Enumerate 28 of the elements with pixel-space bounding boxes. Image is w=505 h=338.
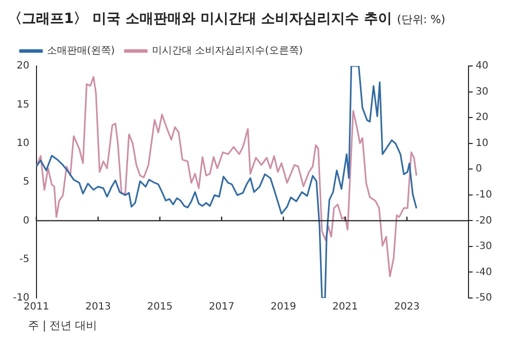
y2-tick-label: -10 — [476, 189, 492, 200]
text: 주 | 전년 대비 — [28, 318, 98, 333]
y-tick-label: 15 — [16, 99, 30, 110]
x-tick-label: 2021 — [332, 302, 358, 313]
y2-tick-label: 20 — [476, 112, 488, 124]
x-tick-label: 2011 — [24, 302, 50, 313]
y2-tick-label: -30 — [476, 241, 492, 252]
chart-title: 〈그래프1〉 미국 소매판매와 미시간대 소비자심리지수 추이 — [8, 11, 392, 27]
y2-tick-label: 0 — [476, 164, 482, 175]
chart-subtitle: (단위: %) — [397, 13, 446, 26]
x-tick-label: 2013 — [85, 302, 111, 313]
y-tick-label: 10 — [16, 138, 30, 149]
y-tick-label: 0 — [22, 215, 30, 226]
y2-tick-label: -50 — [476, 292, 492, 304]
y-tick-label: 5 — [22, 176, 30, 188]
x-tick-label: 2023 — [394, 302, 420, 313]
x-tick-label: 2015 — [147, 302, 173, 313]
y2-tick-label: -20 — [476, 215, 492, 226]
y-tick-label: 20 — [16, 60, 30, 72]
y2-tick-label: 10 — [476, 138, 488, 149]
x-tick-label: 2019 — [270, 302, 296, 313]
y2-tick-label: 30 — [476, 86, 488, 98]
y-tick-label: -5 — [19, 254, 30, 265]
legend-label: 미시간대 소비자심리지수(오른쪽) — [152, 46, 303, 57]
y2-tick-label: 40 — [476, 60, 488, 72]
x-tick-label: 2017 — [208, 302, 234, 313]
legend-label: 소매판매(왼쪽) — [47, 46, 115, 57]
y2-tick-label: -40 — [476, 266, 492, 278]
